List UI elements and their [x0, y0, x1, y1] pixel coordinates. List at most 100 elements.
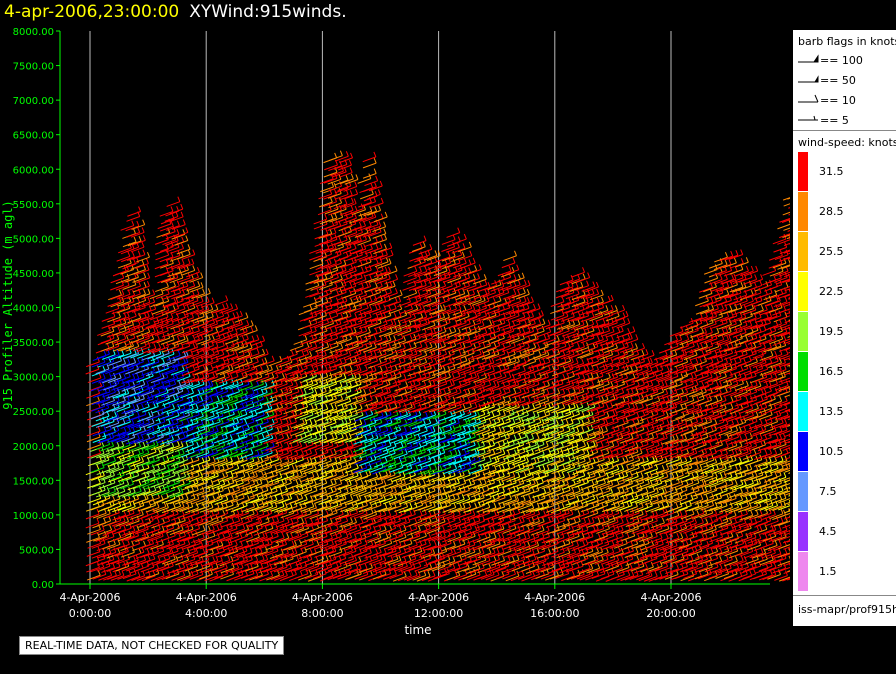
wind-barb-feather	[256, 502, 259, 508]
wind-barb-feather	[358, 365, 362, 371]
wind-barb	[116, 444, 131, 451]
wind-barb	[126, 255, 141, 261]
wind-barb	[116, 385, 130, 392]
wind-barb	[116, 363, 130, 369]
wind-barb	[176, 512, 191, 519]
wind-barb	[95, 368, 110, 375]
wind-barb-feather	[103, 517, 107, 524]
wind-barb	[165, 429, 179, 436]
wind-barb-feather	[187, 258, 191, 264]
wind-barb	[176, 482, 191, 489]
wind-barb	[196, 490, 211, 497]
wind-barb-feather	[138, 486, 142, 492]
wind-barb-feather	[345, 174, 349, 181]
wind-barb-feather	[152, 289, 156, 295]
wind-barb	[206, 483, 220, 490]
wind-barb	[175, 269, 189, 276]
wind-barb	[181, 558, 196, 565]
wind-barb	[103, 415, 117, 422]
wind-barb	[191, 537, 205, 544]
wind-barb-feather	[141, 456, 144, 462]
wind-barb	[157, 361, 171, 368]
wind-barb-feather	[122, 395, 126, 401]
wind-barb-feather	[183, 311, 187, 318]
wind-barb-feather	[170, 318, 174, 324]
wind-barb	[201, 529, 215, 535]
wind-barb-feather	[360, 244, 364, 250]
wind-barb-feather	[138, 547, 142, 554]
wind-barb-feather	[123, 373, 127, 379]
wind-barb	[147, 376, 162, 382]
wind-barb	[142, 504, 156, 511]
wind-barb	[100, 330, 115, 337]
wind-barb	[132, 345, 147, 352]
wind-barb	[154, 376, 169, 383]
wind-barb-feather	[206, 418, 210, 424]
wind-barb	[97, 520, 111, 527]
wind-barb-feather	[192, 342, 196, 349]
wind-barb-feather	[200, 296, 204, 302]
wind-barb-feather	[192, 249, 196, 255]
wind-barb-feather	[202, 525, 206, 531]
wind-barb	[278, 454, 293, 460]
wind-barb	[86, 566, 100, 573]
wind-barb-feather	[331, 433, 335, 439]
wind-barb	[137, 353, 151, 359]
wind-barb	[91, 399, 106, 406]
wind-barb	[156, 558, 171, 564]
wind-barb	[110, 284, 124, 291]
wind-barb-feather	[133, 228, 137, 234]
wind-barb-feather	[387, 449, 391, 455]
wind-barb	[132, 536, 146, 542]
wind-barb	[155, 254, 169, 261]
wind-barb	[141, 355, 155, 361]
wind-barb-feather	[240, 388, 244, 394]
wind-barb	[166, 355, 181, 361]
wind-barb	[268, 477, 282, 483]
wind-barb-feather	[170, 312, 174, 319]
wind-barb-feather	[128, 500, 132, 506]
wind-barb-feather	[364, 266, 368, 272]
wind-barb-feather	[379, 242, 383, 249]
wind-barb-feather	[254, 471, 258, 477]
wind-barb	[96, 565, 111, 572]
wind-barb	[362, 201, 376, 207]
wind-barb-feather	[210, 562, 214, 569]
wind-barb	[112, 338, 126, 344]
wind-barb	[152, 398, 166, 405]
wind-barb-feather	[156, 502, 160, 508]
wind-barb-feather	[310, 403, 314, 410]
wind-barb	[184, 482, 199, 489]
wind-barb-feather	[276, 516, 280, 522]
wind-barb-feather	[177, 539, 181, 545]
wind-barb-feather	[349, 190, 353, 196]
wind-barb	[121, 506, 136, 512]
wind-barb-feather	[205, 431, 209, 438]
wind-barb	[134, 498, 149, 505]
wind-barb-feather	[298, 358, 302, 364]
wind-barb	[105, 368, 119, 375]
wind-barb	[156, 423, 171, 430]
wind-barb-feather	[146, 281, 150, 287]
wind-barb-feather	[141, 356, 145, 362]
wind-barb	[185, 293, 200, 300]
wind-barb	[117, 535, 132, 542]
wind-barb	[115, 437, 129, 443]
wind-barb-feather	[186, 288, 190, 294]
wind-barb	[132, 277, 146, 283]
wind-barb-feather	[211, 297, 215, 303]
wind-barb	[116, 498, 131, 505]
wind-barb-feather	[182, 357, 186, 364]
wind-barb	[243, 329, 258, 336]
wind-barb	[166, 330, 181, 337]
wind-barb	[185, 459, 200, 466]
wind-barb-feather	[291, 540, 295, 546]
wind-barb-feather	[146, 417, 150, 424]
wind-barb-feather	[177, 258, 181, 265]
wind-barb	[185, 414, 200, 420]
wind-barb	[132, 299, 146, 306]
wind-barb-feather	[111, 554, 115, 560]
wind-barb-feather	[143, 272, 147, 278]
wind-barb	[156, 232, 170, 238]
wind-barb-feather	[274, 501, 278, 508]
